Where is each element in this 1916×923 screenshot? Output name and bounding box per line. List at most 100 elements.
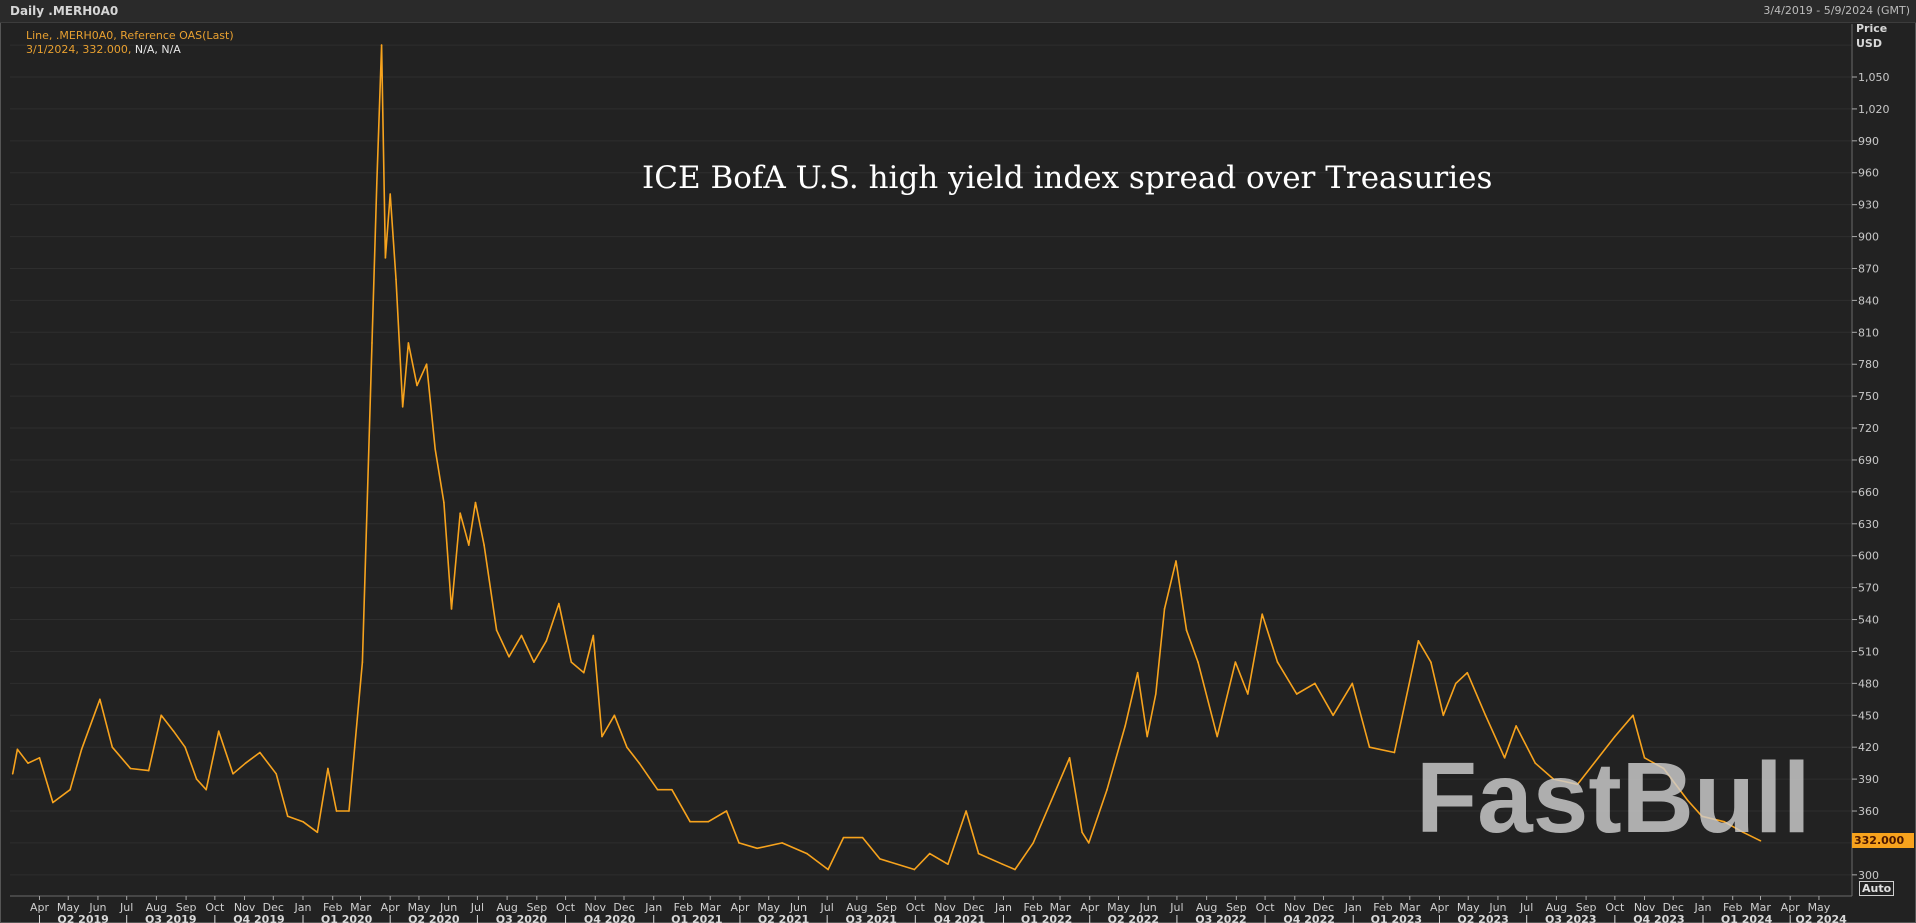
x-quarter-label: Q4 2022 bbox=[1283, 913, 1334, 923]
data-point bbox=[1175, 560, 1177, 562]
x-month-label: May bbox=[757, 901, 780, 914]
data-point bbox=[558, 602, 560, 605]
x-month-label: Oct bbox=[1605, 901, 1625, 914]
x-month-label: Mar bbox=[1050, 901, 1071, 914]
legend-crosshair-values: 3/1/2024, 332.000, N/A, N/A bbox=[26, 43, 234, 57]
y-tick-label: 1,020 bbox=[1858, 103, 1890, 116]
x-quarter-label: Q3 2023 bbox=[1545, 913, 1596, 923]
data-point bbox=[689, 820, 691, 823]
data-point bbox=[656, 788, 659, 791]
data-point bbox=[1155, 693, 1157, 695]
last-price-tag: 332.000 bbox=[1852, 833, 1914, 848]
x-quarter-label: Q2 2019 bbox=[57, 913, 108, 923]
chart-title: ICE BofA U.S. high yield index spread ov… bbox=[642, 160, 1493, 196]
y-tick-label: 570 bbox=[1858, 582, 1879, 595]
data-point bbox=[1454, 682, 1457, 685]
y-tick-label: 390 bbox=[1858, 773, 1879, 786]
x-quarter-label: Q3 2019 bbox=[145, 913, 196, 923]
data-point bbox=[361, 661, 364, 663]
data-point bbox=[172, 730, 175, 733]
x-month-label: Nov bbox=[234, 901, 256, 914]
chart-legend: Line, .MERH0A0, Reference OAS(Last) 3/1/… bbox=[26, 29, 234, 57]
x-quarter-label: Q2 2020 bbox=[408, 913, 460, 923]
x-quarter-label: Q1 2024 bbox=[1721, 913, 1773, 923]
x-month-label: Apr bbox=[381, 901, 401, 914]
data-point bbox=[1662, 767, 1665, 770]
x-month-label: Sep bbox=[176, 901, 197, 914]
x-month-label: Jul bbox=[1169, 901, 1183, 914]
data-point bbox=[1247, 693, 1249, 695]
data-point bbox=[947, 863, 949, 866]
x-month-label: Jan bbox=[294, 901, 312, 914]
x-month-label: Oct bbox=[1256, 901, 1276, 914]
y-tick-label: 870 bbox=[1858, 262, 1879, 275]
data-point bbox=[1276, 661, 1279, 663]
data-point bbox=[520, 634, 523, 637]
x-month-label: Feb bbox=[1373, 901, 1392, 914]
x-month-label: Jun bbox=[789, 901, 807, 914]
data-point bbox=[483, 544, 485, 546]
x-quarter-label: Q1 2021 bbox=[671, 913, 722, 923]
data-point bbox=[965, 810, 967, 812]
data-point bbox=[259, 751, 261, 754]
data-point bbox=[613, 714, 616, 717]
data-point bbox=[184, 746, 186, 748]
x-month-label: Jun bbox=[88, 901, 106, 914]
data-point bbox=[1351, 682, 1354, 685]
x-quarter-label: Q2 2022 bbox=[1108, 913, 1159, 923]
y-tick-label: 480 bbox=[1858, 677, 1879, 690]
data-point bbox=[1701, 815, 1703, 818]
y-tick-label: 630 bbox=[1858, 518, 1879, 531]
auto-scale-button[interactable]: Auto bbox=[1859, 881, 1895, 896]
price-axis-header: Price USD bbox=[1856, 21, 1887, 51]
x-month-label: Feb bbox=[323, 901, 342, 914]
x-quarter-label: Q3 2022 bbox=[1195, 913, 1246, 923]
x-month-label: Feb bbox=[1723, 901, 1742, 914]
data-point bbox=[380, 44, 383, 46]
x-month-label: Jul bbox=[1519, 901, 1533, 914]
x-month-label: May bbox=[1808, 901, 1831, 914]
x-month-label: Jan bbox=[1344, 901, 1362, 914]
data-point bbox=[1163, 608, 1166, 610]
data-point bbox=[434, 448, 437, 451]
data-point bbox=[316, 831, 319, 834]
data-point bbox=[1295, 693, 1298, 695]
x-month-label: Jun bbox=[1488, 901, 1506, 914]
x-month-label: Aug bbox=[496, 901, 517, 914]
data-point bbox=[1430, 661, 1432, 663]
data-point bbox=[508, 655, 510, 658]
data-point bbox=[366, 501, 369, 504]
data-point bbox=[1081, 831, 1083, 834]
x-month-label: Mar bbox=[1750, 901, 1771, 914]
y-tick-label: 930 bbox=[1858, 199, 1879, 212]
x-month-label: Sep bbox=[1226, 901, 1247, 914]
y-tick-label: 420 bbox=[1858, 741, 1879, 754]
x-month-label: Sep bbox=[876, 901, 897, 914]
y-tick-label: 660 bbox=[1858, 486, 1879, 499]
data-point bbox=[781, 842, 783, 844]
x-quarter-label: Q4 2023 bbox=[1633, 913, 1684, 923]
data-point bbox=[425, 363, 428, 366]
y-tick-label: 300 bbox=[1858, 869, 1879, 882]
legend-date-value: 3/1/2024, 332.000, bbox=[26, 43, 132, 56]
y-tick-label: 990 bbox=[1858, 135, 1879, 148]
y-tick-label: 540 bbox=[1858, 614, 1879, 627]
y-tick-label: 840 bbox=[1858, 294, 1879, 307]
data-point bbox=[707, 820, 710, 823]
data-point bbox=[407, 342, 410, 344]
data-point bbox=[1534, 762, 1537, 764]
x-month-label: Jun bbox=[1139, 901, 1157, 914]
data-point bbox=[1632, 714, 1634, 717]
x-month-label: Nov bbox=[934, 901, 956, 914]
x-month-label: Mar bbox=[700, 901, 721, 914]
x-month-label: Aug bbox=[1196, 901, 1217, 914]
data-point bbox=[1087, 842, 1090, 844]
data-point bbox=[1261, 613, 1264, 616]
data-point bbox=[756, 847, 759, 850]
x-month-label: Jul bbox=[820, 901, 834, 914]
x-month-label: Jan bbox=[994, 901, 1012, 914]
y-tick-label: 690 bbox=[1858, 454, 1879, 467]
data-point bbox=[842, 836, 845, 839]
legend-na-values: N/A, N/A bbox=[134, 43, 181, 56]
